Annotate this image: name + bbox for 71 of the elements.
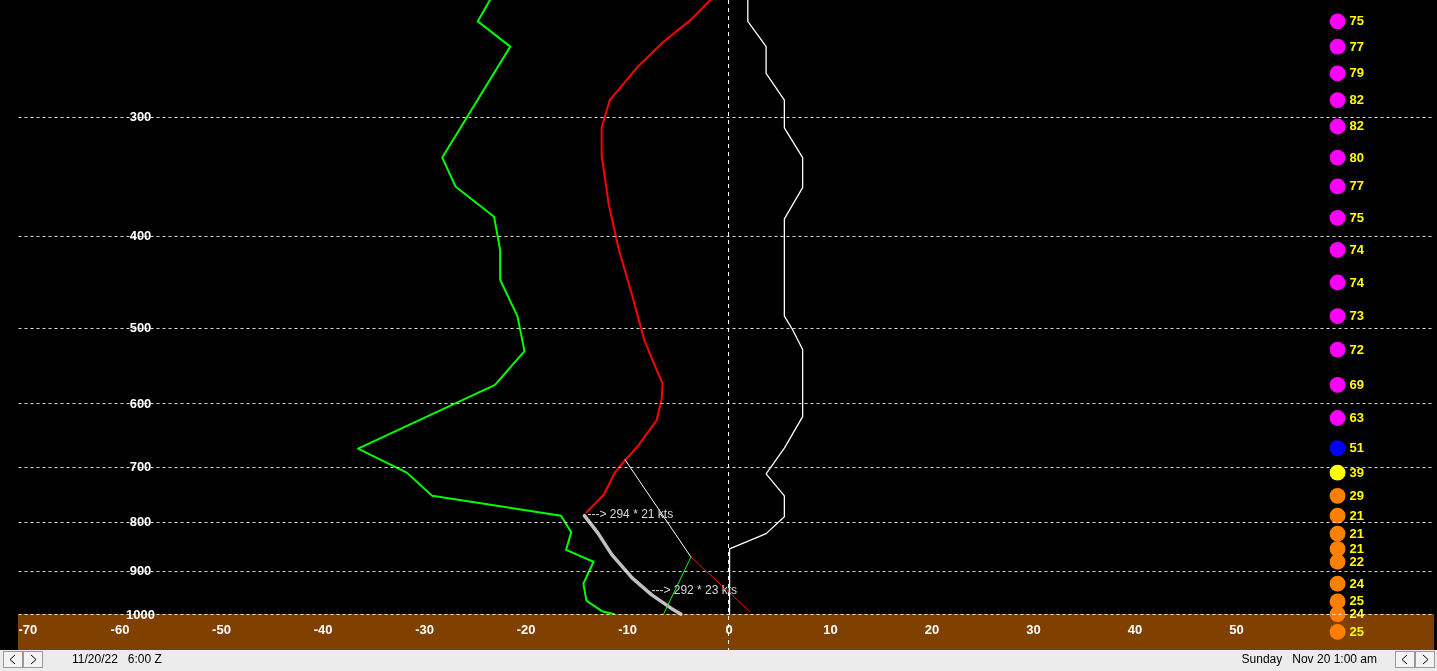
point <box>1329 178 1346 195</box>
annotation: 21 <box>1349 525 1365 541</box>
text: Sunday Nov 20 1:00 am <box>1241 652 1377 666</box>
y-tick-label: 300 <box>129 109 152 125</box>
point <box>1329 464 1346 481</box>
point <box>1329 410 1346 426</box>
point <box>1329 525 1346 542</box>
y-tick-label: 500 <box>129 320 152 336</box>
annotation: 82 <box>1349 92 1365 108</box>
x-tick-label: -50 <box>212 621 231 637</box>
annotation: 25 <box>1349 593 1365 609</box>
point <box>1329 487 1346 504</box>
y-tick-label: 800 <box>129 514 152 530</box>
point <box>1329 575 1346 592</box>
annotation: 69 <box>1349 376 1365 392</box>
x-tick-label: 50 <box>1229 621 1244 637</box>
annotation: 25 <box>1349 623 1365 639</box>
point <box>1329 38 1346 55</box>
point <box>1329 209 1346 226</box>
point <box>1329 341 1346 358</box>
point <box>1329 149 1346 166</box>
y-tick-label: 600 <box>129 395 152 411</box>
annotation: 74 <box>1349 241 1365 257</box>
x-tick-label: 40 <box>1127 621 1143 637</box>
point <box>1329 274 1346 291</box>
point <box>1329 376 1346 393</box>
x-tick-label: -20 <box>516 621 536 637</box>
x-tick-label: 10 <box>823 621 838 637</box>
x-tick-label: -30 <box>415 621 434 637</box>
y-tick-label: 1000 <box>126 606 155 622</box>
annotation: 82 <box>1349 118 1365 134</box>
point <box>1329 13 1346 30</box>
annotation: 74 <box>1349 274 1365 290</box>
point <box>1329 553 1346 570</box>
annotation: 39 <box>1349 464 1365 480</box>
annotation: 21 <box>1349 540 1365 556</box>
annotation: 63 <box>1349 410 1365 425</box>
point <box>1329 118 1346 135</box>
point <box>1329 440 1346 456</box>
x-tick-label: -60 <box>110 621 130 637</box>
x-tick-label: 20 <box>924 621 940 637</box>
point <box>1329 65 1346 82</box>
text: 11/20/22 6:00 Z <box>72 652 162 666</box>
point <box>1329 92 1346 108</box>
x-tick-label: -40 <box>313 621 333 637</box>
annotation: 51 <box>1349 440 1365 456</box>
annotation: 21 <box>1349 507 1365 523</box>
x-tick-label: -10 <box>618 621 637 637</box>
annotation: 80 <box>1349 149 1365 165</box>
annotation: 24 <box>1349 575 1365 591</box>
point <box>1329 507 1346 524</box>
point <box>1329 606 1346 622</box>
point <box>1329 308 1346 325</box>
annotation: 77 <box>1349 178 1365 194</box>
y-tick-label: 900 <box>129 563 152 579</box>
x-tick-label: -70 <box>18 621 38 637</box>
y-tick-label: 700 <box>129 459 152 475</box>
x-tick-label: 30 <box>1026 621 1041 637</box>
annotation: 77 <box>1349 38 1365 54</box>
annotation: 75 <box>1349 209 1365 225</box>
annotation: 79 <box>1349 65 1365 81</box>
annotation: 22 <box>1349 553 1365 569</box>
annotation: 73 <box>1349 308 1365 324</box>
annotation: 24 <box>1349 606 1365 622</box>
annotation: 75 <box>1349 13 1365 29</box>
x-tick-label: 0 <box>725 621 733 637</box>
y-tick-label: 400 <box>129 228 152 244</box>
annotation: 72 <box>1349 341 1365 357</box>
annotation: 29 <box>1349 487 1365 503</box>
point <box>1329 623 1346 640</box>
point <box>1329 242 1346 258</box>
